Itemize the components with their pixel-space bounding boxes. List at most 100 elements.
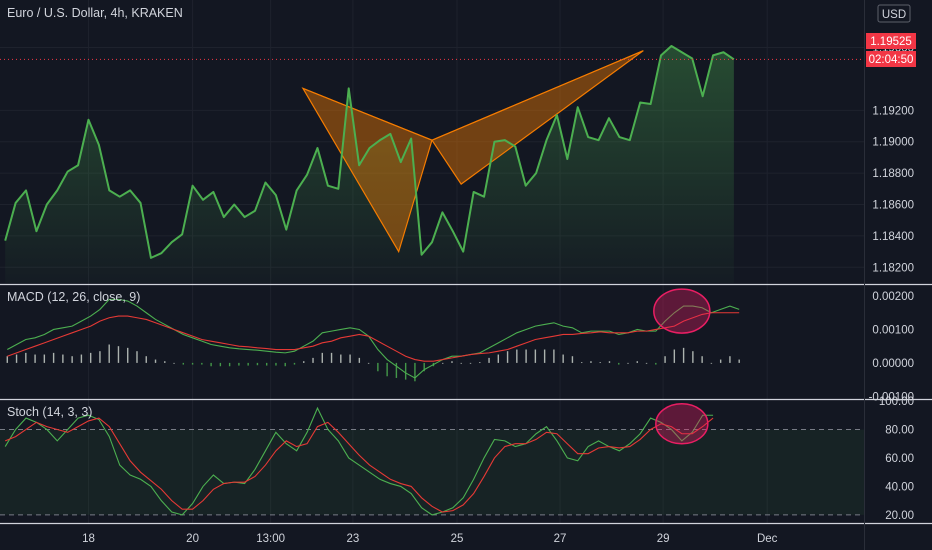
macd-histogram-bar (145, 356, 147, 363)
macd-histogram-bar (127, 347, 129, 363)
macd-histogram-bar (682, 347, 685, 363)
macd-histogram-bar (312, 357, 314, 363)
macd-histogram-bar (108, 344, 110, 363)
macd-histogram-bar (673, 349, 676, 363)
last-price-badge (866, 33, 916, 49)
price-y-tick-label: 1.19000 (872, 137, 914, 149)
macd-histogram-bar (62, 354, 64, 363)
price-y-tick-label: 1.19200 (872, 105, 914, 117)
macd-histogram-bar (275, 362, 277, 366)
macd-histogram-bar (571, 356, 574, 363)
macd-histogram-bar (414, 362, 416, 382)
macd-histogram-bar (164, 361, 166, 363)
macd-panel[interactable] (6, 288, 740, 382)
pattern-leg-bd (431, 50, 644, 141)
macd-histogram-bar (525, 349, 527, 363)
macd-histogram-bar (729, 356, 731, 363)
macd-histogram-bar (645, 362, 648, 364)
stoch-highlight-circle (655, 403, 709, 445)
macd-histogram-bar (404, 362, 407, 380)
signal-line (7, 312, 740, 362)
macd-histogram-bar (442, 362, 444, 364)
macd-histogram-bar (34, 354, 36, 363)
stoch-title: Stoch (14, 3, 3) (7, 405, 92, 419)
macd-histogram-bar (238, 362, 240, 366)
stoch-band-fill (0, 429, 864, 515)
macd-histogram-bar (599, 362, 601, 364)
macd-histogram-bar (386, 362, 388, 377)
currency-badge[interactable] (877, 4, 911, 23)
macd-histogram-bar (247, 362, 249, 366)
macd-histogram-bar (534, 349, 537, 363)
macd-histogram-bar (562, 354, 564, 363)
stoch-y-tick-label: 100.00 (879, 396, 914, 408)
macd-histogram-bar (451, 361, 453, 363)
macd-histogram-bar (303, 361, 305, 363)
macd-title: MACD (12, 26, close, 9) (7, 290, 140, 304)
macd-histogram-bar (627, 362, 629, 364)
macd-histogram-bar (618, 362, 620, 365)
macd-histogram-bar (469, 362, 472, 364)
macd-histogram-bar (182, 362, 185, 365)
x-tick-label: 18 (82, 533, 95, 545)
macd-histogram-bar (553, 349, 555, 363)
macd-highlight-circle (653, 288, 711, 334)
price-y-tick-label: 1.18800 (872, 168, 914, 180)
macd-histogram-bar (15, 354, 18, 363)
macd-histogram-bar (655, 362, 657, 365)
macd-histogram-bar (608, 361, 611, 363)
x-tick-label: Dec (757, 533, 778, 545)
macd-histogram-bar (692, 351, 694, 363)
macd-histogram-bar (506, 351, 509, 363)
macd-histogram-bar (543, 349, 546, 363)
macd-histogram-bar (99, 351, 101, 363)
macd-histogram-bar (43, 354, 46, 363)
macd-histogram-bar (340, 354, 342, 363)
macd-histogram-bar (488, 357, 490, 363)
stoch-panel[interactable] (0, 403, 864, 516)
macd-histogram-bar (293, 362, 296, 365)
x-tick-label: 29 (657, 533, 670, 545)
macd-histogram-bar (136, 351, 138, 363)
macd-y-tick-label: -0.00100 (869, 391, 914, 403)
stoch-d-line (4, 417, 714, 513)
macd-histogram-bar (228, 362, 231, 367)
macd-histogram-bar (6, 356, 8, 363)
macd-histogram-bar (377, 362, 379, 372)
stoch-k-line (4, 406, 714, 516)
macd-histogram-bar (395, 362, 398, 378)
macd-histogram-bar (710, 362, 713, 364)
macd-histogram-bar (367, 362, 370, 364)
macd-histogram-bar (219, 362, 222, 367)
macd-histogram-bar (590, 361, 592, 363)
price-panel[interactable] (0, 44, 864, 284)
x-tick-label: 23 (346, 533, 359, 545)
currency-label: USD (882, 9, 906, 21)
macd-histogram-bar (497, 354, 500, 363)
macd-histogram-bar (52, 352, 55, 363)
price-y-tick-label: 1.18600 (872, 200, 914, 212)
price-y-tick-label: 1.18400 (872, 231, 914, 243)
macd-histogram-bar (71, 356, 73, 363)
stoch-y-tick-label: 40.00 (885, 481, 914, 493)
pattern-leg-xb (302, 87, 433, 141)
macd-histogram-bar (664, 356, 666, 363)
macd-histogram-bar (154, 359, 157, 363)
macd-histogram-bar (636, 361, 638, 363)
x-tick-label: 27 (554, 533, 567, 545)
macd-histogram-bar (330, 352, 333, 363)
price-y-tick-label: 1.18200 (872, 262, 914, 274)
macd-histogram-bar (201, 362, 203, 365)
x-tick-label: 20 (186, 533, 199, 545)
macd-histogram-bar (191, 362, 194, 365)
macd-histogram-bar (256, 362, 259, 366)
last-price-label: 1.19525 (870, 36, 912, 48)
price-area-fill (5, 45, 734, 284)
macd-histogram-bar (173, 362, 175, 364)
macd-histogram-bar (479, 362, 481, 364)
macd-y-tick-label: 0.00200 (872, 291, 914, 303)
macd-histogram-bar (265, 362, 268, 366)
macd-y-tick-label: 0.00100 (872, 324, 914, 336)
macd-histogram-bar (349, 354, 351, 363)
